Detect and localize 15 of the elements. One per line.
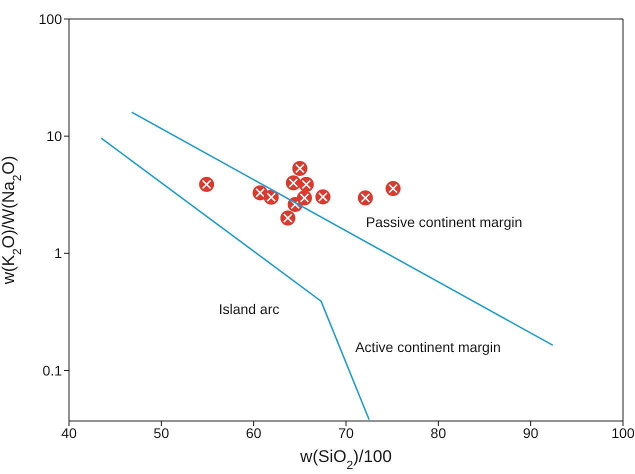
x-tick-label: 90	[522, 424, 539, 441]
x-tick-label: 80	[430, 424, 446, 441]
x-tick-label: 100	[611, 424, 635, 441]
y-tick-label: 1	[54, 245, 62, 262]
x-tick-label: 60	[246, 424, 262, 441]
y-tick-label: 100	[38, 10, 62, 27]
annotation: Active continent margin	[355, 339, 501, 356]
x-tick-label: 50	[154, 424, 170, 441]
x-tick-label: 70	[338, 424, 354, 441]
x-axis-title: w(SiO$_{2}$)/100	[299, 447, 392, 472]
annotation: Passive continent margin	[366, 214, 522, 230]
y-tick-label: 10	[46, 128, 62, 144]
y-tick-label: 0.1	[42, 362, 62, 378]
annotation: Island arc	[218, 300, 280, 317]
x-tick-label: 40	[61, 424, 77, 441]
